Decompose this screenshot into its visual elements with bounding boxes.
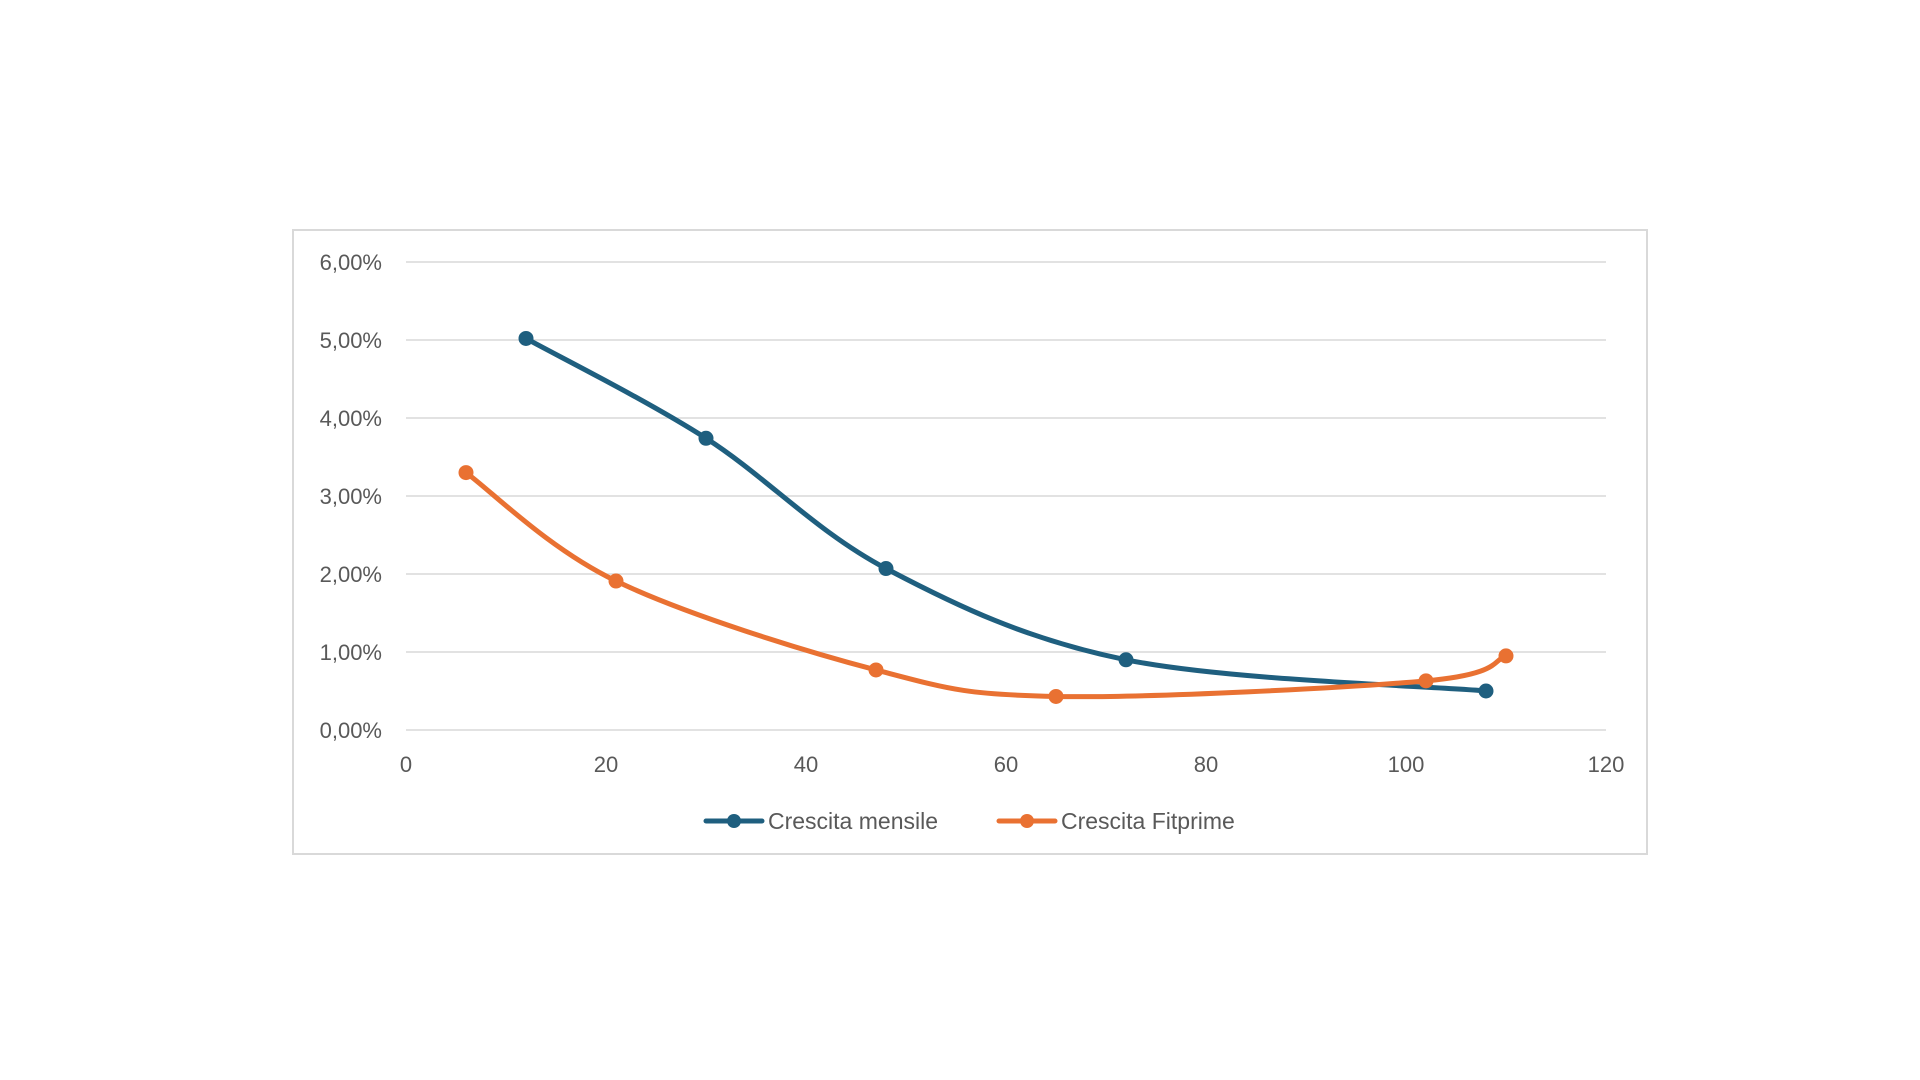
legend: Crescita mensile Crescita Fitprime	[703, 808, 1235, 834]
legend-label-1: Crescita Fitprime	[1061, 808, 1235, 834]
y-tick-label: 6,00%	[320, 250, 382, 275]
y-tick-label: 4,00%	[320, 406, 382, 431]
series-0-point	[698, 430, 714, 446]
series-0-point	[518, 330, 534, 346]
x-tick-label: 20	[594, 752, 618, 777]
series-1-point	[458, 465, 474, 481]
series-layer	[458, 330, 1514, 704]
x-tick-label: 80	[1194, 752, 1218, 777]
x-axis-tick-labels: 0 20 40 60 80 100 120	[400, 752, 1624, 777]
series-1-point	[1498, 648, 1514, 664]
series-1-point	[868, 662, 884, 678]
y-tick-label: 5,00%	[320, 328, 382, 353]
y-tick-label: 1,00%	[320, 640, 382, 665]
chart-area	[292, 229, 1648, 855]
legend-label-0: Crescita mensile	[768, 808, 938, 834]
x-tick-label: 100	[1388, 752, 1425, 777]
series-0-point	[878, 561, 894, 577]
series-1-point	[1048, 688, 1064, 704]
series-line-0	[523, 335, 1489, 694]
grid-lines	[406, 261, 1606, 731]
series-1-point	[608, 573, 624, 589]
legend-swatch-marker-1	[1020, 814, 1034, 828]
y-tick-label: 3,00%	[320, 484, 382, 509]
x-tick-label: 120	[1588, 752, 1625, 777]
x-tick-label: 60	[994, 752, 1018, 777]
legend-swatch-marker-0	[727, 814, 741, 828]
x-tick-label: 0	[400, 752, 412, 777]
series-0-point	[1478, 683, 1494, 699]
y-tick-label: 0,00%	[320, 718, 382, 743]
series-1-point	[1418, 673, 1434, 689]
series-0-point	[1118, 652, 1134, 668]
y-axis-tick-labels: 0,00% 1,00% 2,00% 3,00% 4,00% 5,00% 6,00%	[320, 250, 382, 743]
y-tick-label: 2,00%	[320, 562, 382, 587]
x-tick-label: 40	[794, 752, 818, 777]
